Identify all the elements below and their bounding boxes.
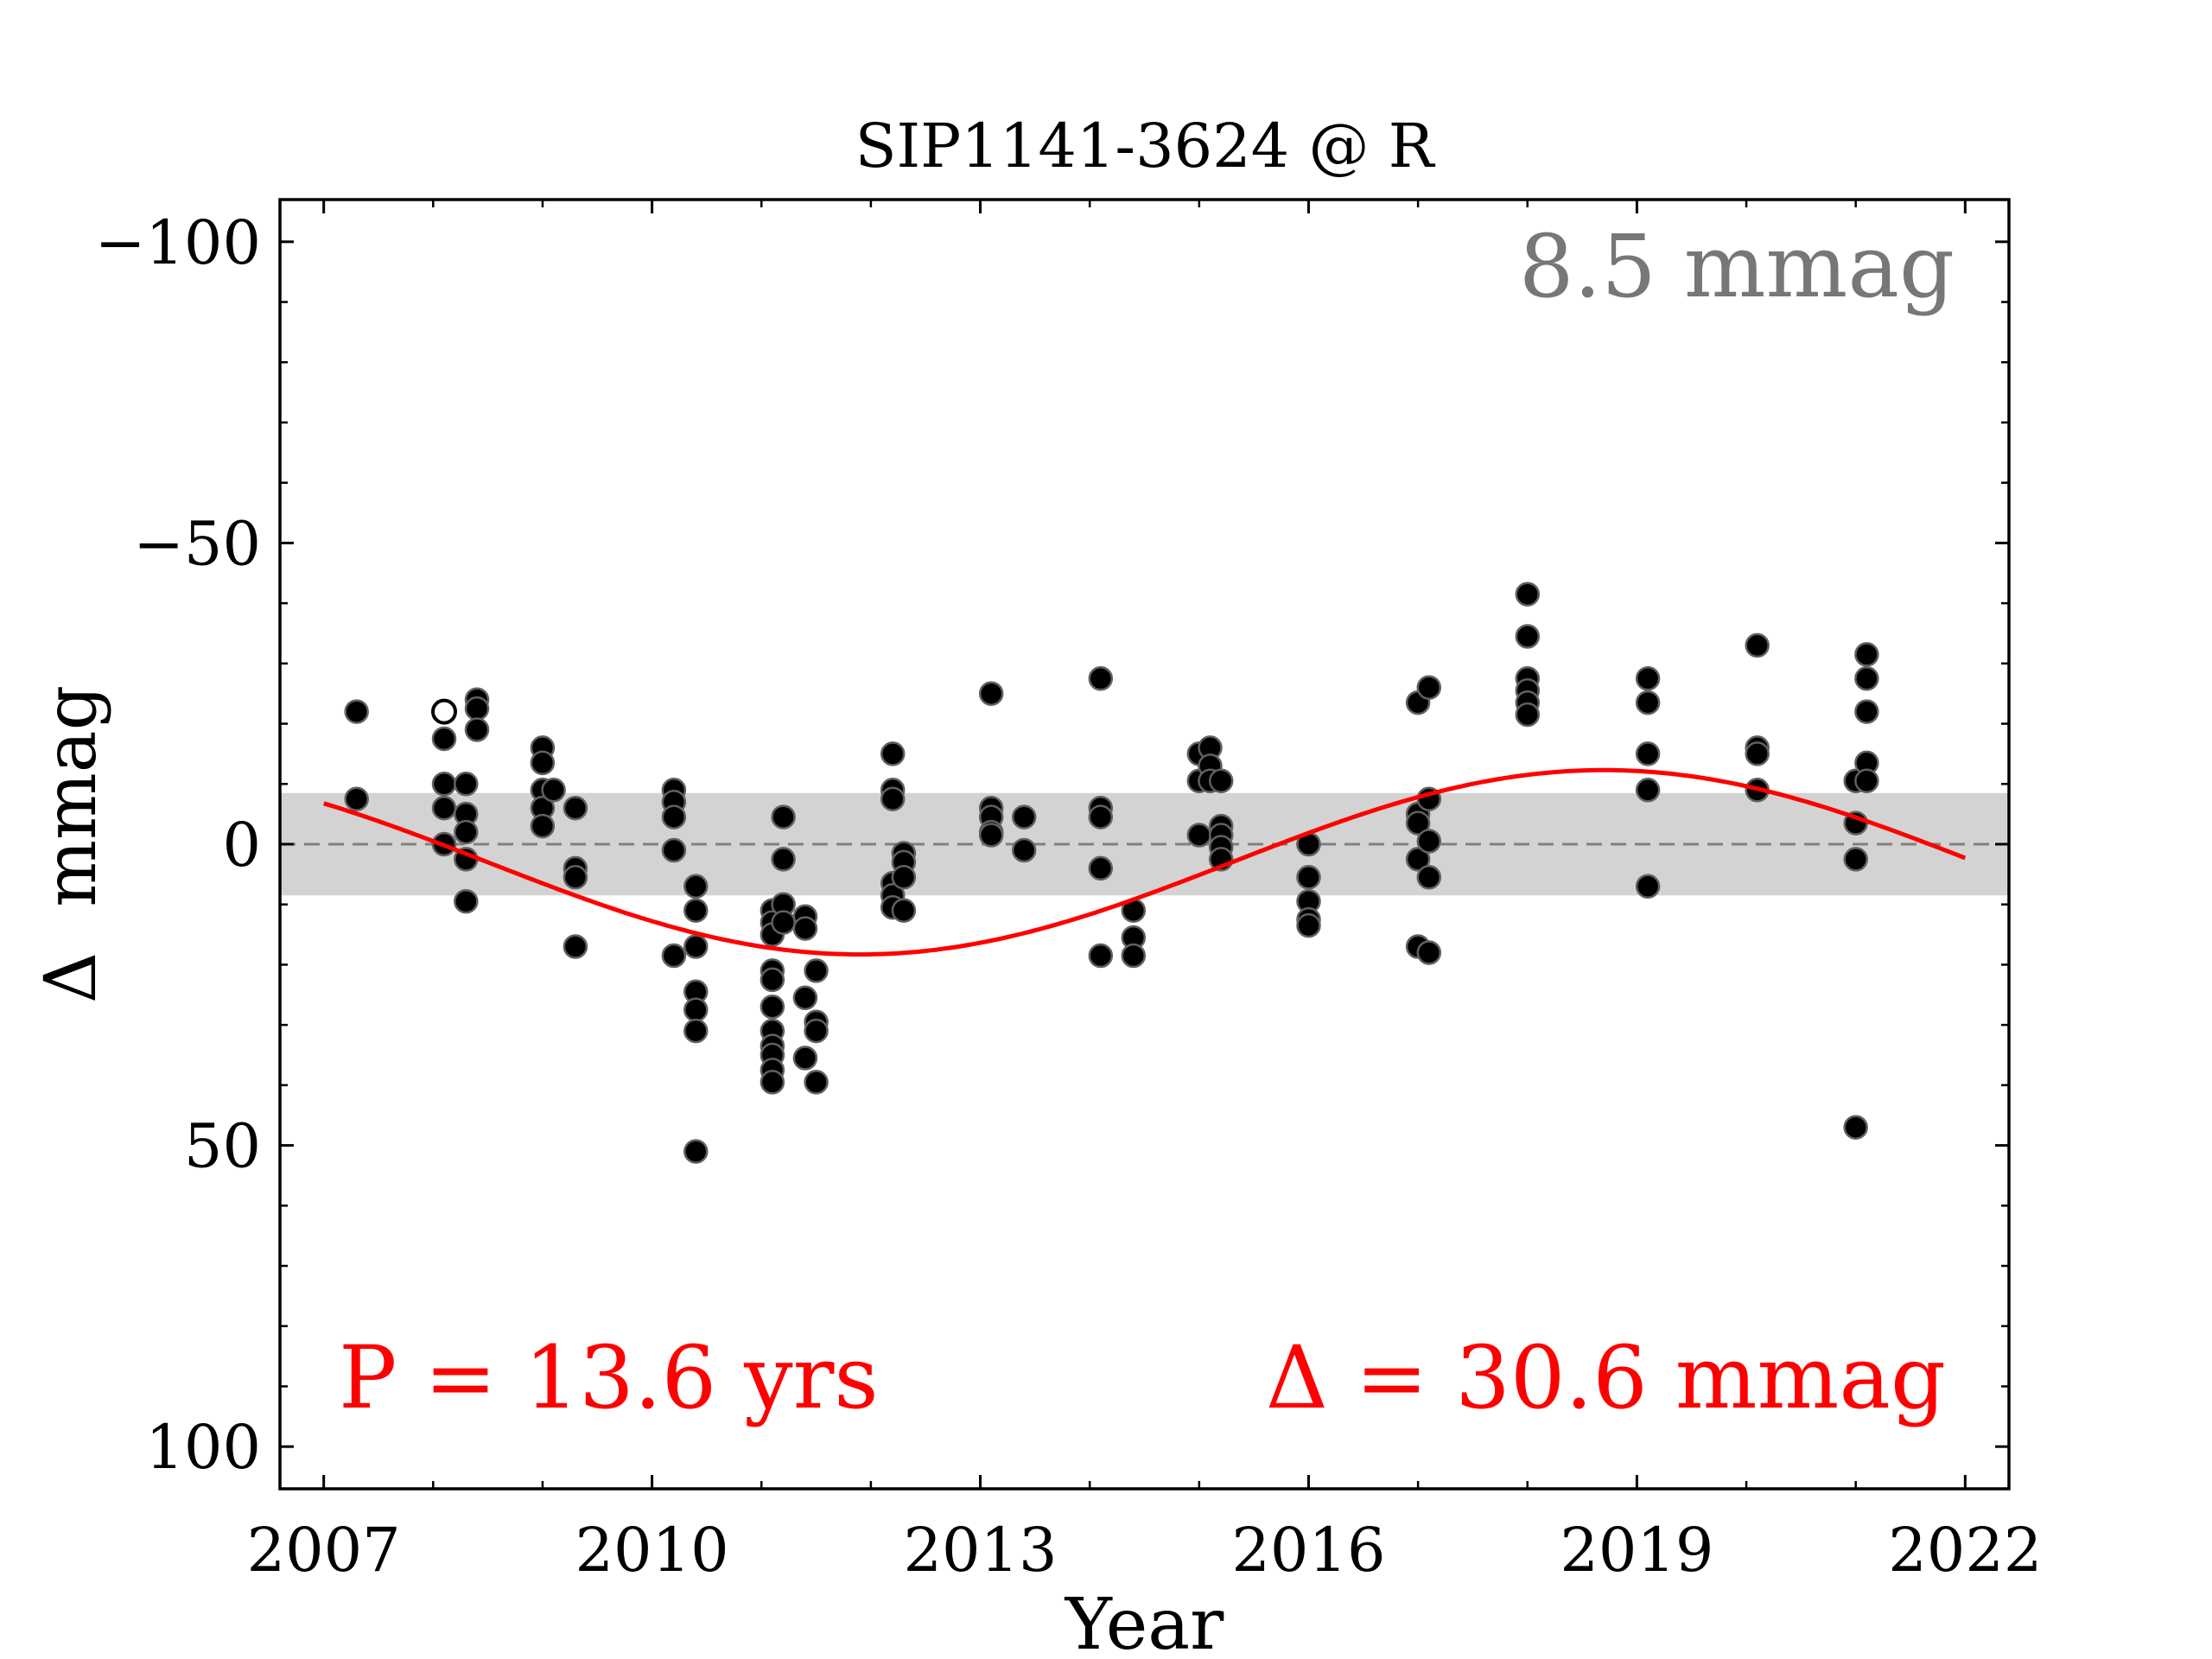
data-point <box>431 795 457 821</box>
data-point <box>1635 666 1661 691</box>
data-point <box>661 804 687 830</box>
band-width-annotation: 8.5 mmag <box>1519 216 1955 317</box>
data-point <box>464 696 490 721</box>
y-tick-label: 0 <box>222 810 261 880</box>
data-point <box>1843 847 1868 872</box>
data-point <box>1635 778 1661 803</box>
data-point <box>530 750 556 776</box>
data-point <box>1011 804 1037 830</box>
data-point <box>344 786 369 811</box>
data-point <box>1854 666 1879 691</box>
data-point <box>1416 865 1442 890</box>
data-point <box>1416 829 1442 854</box>
data-point <box>880 741 906 766</box>
data-point <box>1121 943 1147 969</box>
data-point <box>1208 768 1234 794</box>
data-point <box>464 717 490 742</box>
data-point <box>792 1046 818 1071</box>
period-annotation: P = 13.6 yrs <box>339 1327 879 1428</box>
data-point <box>1416 675 1442 700</box>
data-point <box>804 958 829 983</box>
data-point <box>771 910 796 935</box>
data-point <box>344 699 369 724</box>
y-tick-label: −50 <box>133 508 261 579</box>
data-point <box>661 943 687 969</box>
data-point <box>1416 940 1442 965</box>
data-point <box>792 985 818 1011</box>
data-point <box>891 865 917 890</box>
x-tick-label: 2013 <box>903 1515 1057 1586</box>
data-point <box>1745 632 1770 658</box>
data-points <box>344 582 1879 1164</box>
data-point <box>454 772 479 797</box>
data-point <box>1405 847 1431 872</box>
data-point <box>683 934 709 959</box>
data-point <box>1745 741 1770 766</box>
data-point <box>541 778 566 803</box>
chart-title: SIP1141-3624 @ R <box>855 111 1436 181</box>
x-tick-label: 2022 <box>1888 1515 2042 1586</box>
data-point <box>431 772 457 797</box>
data-point <box>1854 642 1879 667</box>
data-point <box>771 804 796 830</box>
y-tick-label: 50 <box>184 1111 261 1182</box>
x-tick-label: 2007 <box>247 1515 401 1586</box>
data-point <box>880 786 906 811</box>
data-point <box>1088 804 1114 830</box>
data-point <box>1011 837 1037 863</box>
x-tick-label: 2016 <box>1231 1515 1385 1586</box>
data-point <box>1515 582 1541 607</box>
data-point <box>760 967 785 993</box>
data-point <box>563 934 588 959</box>
data-point <box>978 681 1004 706</box>
data-point <box>454 888 479 914</box>
data-point <box>1635 874 1661 899</box>
data-point <box>978 823 1004 848</box>
data-point <box>1186 823 1212 848</box>
data-point <box>1843 1115 1868 1140</box>
x-tick-label: 2010 <box>575 1515 729 1586</box>
data-point <box>804 1070 829 1095</box>
data-point <box>1088 855 1114 881</box>
data-point <box>1854 768 1879 794</box>
x-axis-label: Year <box>1065 1584 1224 1659</box>
data-point <box>683 1139 709 1164</box>
data-point <box>683 874 709 899</box>
data-point <box>771 847 796 872</box>
data-point <box>683 898 709 923</box>
data-point <box>804 1018 829 1044</box>
data-point-open <box>431 698 457 725</box>
data-point <box>1854 699 1879 724</box>
data-point <box>760 1070 785 1095</box>
data-point <box>1405 810 1431 836</box>
data-point <box>760 994 785 1020</box>
data-point <box>1515 624 1541 649</box>
data-point <box>454 819 479 845</box>
plot-area <box>280 582 2009 1164</box>
data-point <box>1515 702 1541 728</box>
x-tick-label: 2019 <box>1560 1515 1713 1586</box>
data-point <box>792 916 818 941</box>
axis-ticks: 2007 2010 2013 2016 2019 2022 −100 −50 0 50 100 <box>95 200 2042 1586</box>
data-point <box>1296 912 1321 938</box>
data-point <box>683 997 709 1022</box>
y-tick-label: 100 <box>145 1412 261 1483</box>
data-point <box>1635 690 1661 715</box>
y-tick-label: −100 <box>95 207 261 278</box>
data-point <box>563 795 588 821</box>
y-axis-label: Δ mmag <box>30 685 112 1003</box>
data-point <box>431 726 457 752</box>
data-point <box>661 837 687 863</box>
data-point <box>1088 943 1114 969</box>
sinusoid-fit-curve <box>322 767 1967 957</box>
data-point <box>1088 666 1114 691</box>
data-point <box>1296 865 1321 890</box>
amplitude-annotation: Δ = 30.6 mmag <box>1266 1327 1946 1428</box>
data-point <box>1635 741 1661 766</box>
data-point <box>563 865 588 890</box>
data-point <box>530 813 556 839</box>
data-point <box>683 1018 709 1044</box>
data-point <box>891 898 917 923</box>
